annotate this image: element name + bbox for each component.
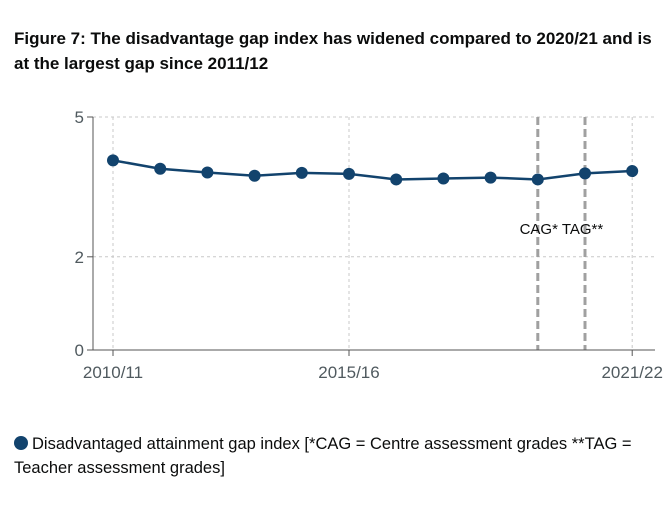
data-point [154,162,167,175]
x-tick-label: 2010/11 [83,363,143,382]
x-tick-label: 2015/16 [318,363,379,382]
data-point [390,173,403,186]
data-point [579,167,591,180]
legend: Disadvantaged attainment gap index [*CAG… [14,432,664,480]
data-point [626,165,639,178]
data-point [201,166,214,179]
series-line [112,159,633,181]
y-tick-label: 0 [75,341,84,360]
data-point [484,171,497,184]
annotation-label: CAG* TAG** [520,221,604,238]
legend-label: Disadvantaged attainment gap index [*CAG… [14,435,632,477]
data-point [107,154,119,167]
data-point [343,167,355,180]
data-point [295,166,308,179]
chart-title: Figure 7: The disadvantage gap index has… [14,29,652,73]
y-tick-label: 2 [75,248,84,267]
legend-marker-icon [14,436,28,450]
data-point [531,173,544,186]
line-chart: 0 2 5 2010/11 2015/16 2021/22 CAG* TAG** [75,108,663,382]
x-tick-label: 2021/22 [601,363,662,382]
data-point [437,172,450,185]
data-point [248,169,261,182]
y-tick-label: 5 [75,108,84,127]
